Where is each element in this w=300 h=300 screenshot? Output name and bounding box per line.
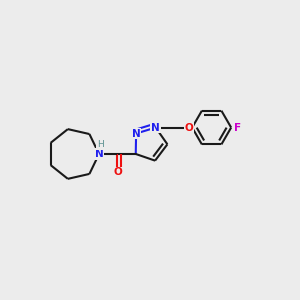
Text: N: N — [151, 122, 160, 133]
Text: N: N — [132, 128, 140, 139]
Text: F: F — [233, 122, 241, 133]
Text: O: O — [185, 122, 194, 133]
Text: H: H — [97, 140, 104, 149]
Text: N: N — [95, 149, 103, 159]
Text: O: O — [113, 167, 122, 177]
